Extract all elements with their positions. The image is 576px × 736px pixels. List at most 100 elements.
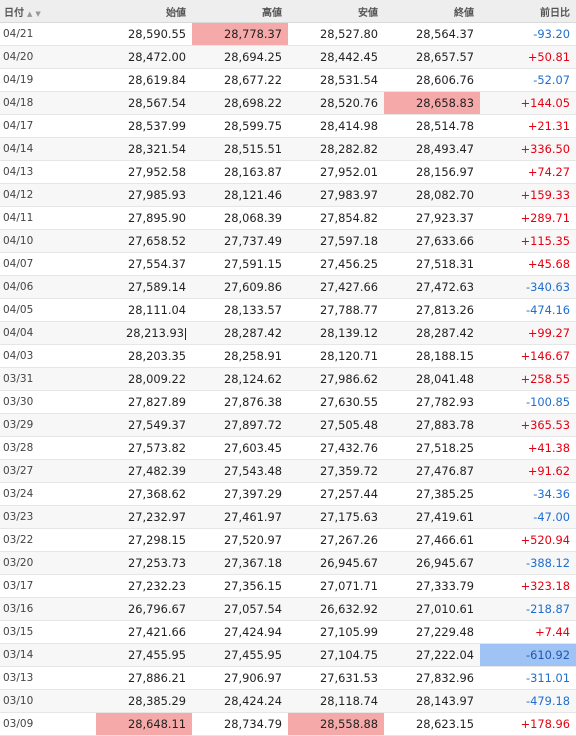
cell-open: 27,952.58 bbox=[96, 160, 192, 184]
table-row: 04/14 28,321.54 28,515.51 28,282.82 28,493.4… bbox=[0, 137, 576, 161]
table-row: 03/09 28,648.11 28,734.79 28,558.88 28,623.1… bbox=[0, 712, 576, 736]
cell-date: 03/20 bbox=[0, 551, 96, 575]
cell-low: 27,257.44 bbox=[288, 482, 384, 506]
sort-down-icon[interactable]: ▼ bbox=[35, 9, 41, 18]
table-row: 04/19 28,619.84 28,677.22 28,531.54 28,606.7… bbox=[0, 68, 576, 92]
cell-date: 04/11 bbox=[0, 206, 96, 230]
cell-date: 04/13 bbox=[0, 160, 96, 184]
cell-date: 03/17 bbox=[0, 574, 96, 598]
cell-close: 27,923.37 bbox=[384, 206, 480, 230]
cell-change: +365.53 bbox=[480, 413, 576, 437]
cell-high: 28,515.51 bbox=[192, 137, 288, 161]
cell-close: 27,782.93 bbox=[384, 390, 480, 414]
table-row: 04/03 28,203.35 28,258.91 28,120.71 28,188.1… bbox=[0, 344, 576, 368]
cell-low: 28,118.74 bbox=[288, 689, 384, 713]
cell-low: 28,531.54 bbox=[288, 68, 384, 92]
cell-change: +520.94 bbox=[480, 528, 576, 552]
cell-low: 27,104.75 bbox=[288, 643, 384, 667]
cell-close: 28,623.15 bbox=[384, 712, 480, 736]
cell-date: 04/05 bbox=[0, 298, 96, 322]
table-row: 03/15 27,421.66 27,424.94 27,105.99 27,229.4… bbox=[0, 620, 576, 644]
cell-high: 27,356.15 bbox=[192, 574, 288, 598]
cell-low: 27,105.99 bbox=[288, 620, 384, 644]
table-row: 04/21 28,590.55 28,778.37 28,527.80 28,564.3… bbox=[0, 22, 576, 46]
cell-change: -93.20 bbox=[480, 22, 576, 46]
cell-high: 27,906.97 bbox=[192, 666, 288, 690]
column-header-change[interactable]: 前日比 bbox=[480, 0, 576, 23]
column-header-date[interactable]: 日付 ▲ ▼ bbox=[0, 0, 96, 23]
cell-date: 04/06 bbox=[0, 275, 96, 299]
cell-date: 04/12 bbox=[0, 183, 96, 207]
table-row: 03/22 27,298.15 27,520.97 27,267.26 27,466.6… bbox=[0, 528, 576, 552]
cell-change: +91.62 bbox=[480, 459, 576, 483]
cell-date: 04/03 bbox=[0, 344, 96, 368]
cell-open: 27,554.37 bbox=[96, 252, 192, 276]
cell-date: 03/10 bbox=[0, 689, 96, 713]
cell-high: 28,163.87 bbox=[192, 160, 288, 184]
cell-open: 27,232.23 bbox=[96, 574, 192, 598]
cell-change: +45.68 bbox=[480, 252, 576, 276]
cell-change: -100.85 bbox=[480, 390, 576, 414]
cell-open: 28,619.84 bbox=[96, 68, 192, 92]
cell-high: 27,591.15 bbox=[192, 252, 288, 276]
cell-open: 28,009.22 bbox=[96, 367, 192, 391]
cell-date: 03/15 bbox=[0, 620, 96, 644]
column-header-high[interactable]: 高値 bbox=[192, 0, 288, 23]
cell-change: -52.07 bbox=[480, 68, 576, 92]
cell-close: 27,813.26 bbox=[384, 298, 480, 322]
cell-change: +21.31 bbox=[480, 114, 576, 138]
cell-high: 27,520.97 bbox=[192, 528, 288, 552]
table-row: 04/06 27,589.14 27,609.86 27,427.66 27,472.6… bbox=[0, 275, 576, 299]
cell-open: 27,895.90 bbox=[96, 206, 192, 230]
cell-change: +178.96 bbox=[480, 712, 576, 736]
cell-high: 27,424.94 bbox=[192, 620, 288, 644]
cell-low: 27,071.71 bbox=[288, 574, 384, 598]
column-header-low[interactable]: 安値 bbox=[288, 0, 384, 23]
cell-close: 27,010.61 bbox=[384, 597, 480, 621]
table-row: 03/30 27,827.89 27,876.38 27,630.55 27,782.9… bbox=[0, 390, 576, 414]
cell-close: 28,514.78 bbox=[384, 114, 480, 138]
cell-low: 28,442.45 bbox=[288, 45, 384, 69]
cell-close: 27,385.25 bbox=[384, 482, 480, 506]
table-row: 03/17 27,232.23 27,356.15 27,071.71 27,333.7… bbox=[0, 574, 576, 598]
cell-change: +7.44 bbox=[480, 620, 576, 644]
cell-date: 04/20 bbox=[0, 45, 96, 69]
cell-high: 27,876.38 bbox=[192, 390, 288, 414]
table-row: 04/17 28,537.99 28,599.75 28,414.98 28,514.7… bbox=[0, 114, 576, 138]
cell-open: 27,253.73 bbox=[96, 551, 192, 575]
cell-change: +99.27 bbox=[480, 321, 576, 345]
cell-high: 27,397.29 bbox=[192, 482, 288, 506]
cell-high: 27,609.86 bbox=[192, 275, 288, 299]
cell-date: 04/21 bbox=[0, 22, 96, 46]
cell-low: 27,505.48 bbox=[288, 413, 384, 437]
cell-change: +146.67 bbox=[480, 344, 576, 368]
cell-open: 27,549.37 bbox=[96, 413, 192, 437]
column-header-open[interactable]: 始値 bbox=[96, 0, 192, 23]
cell-change: +336.50 bbox=[480, 137, 576, 161]
cell-low: 27,630.55 bbox=[288, 390, 384, 414]
table-row: 03/28 27,573.82 27,603.45 27,432.76 27,518.2… bbox=[0, 436, 576, 460]
cell-low: 27,427.66 bbox=[288, 275, 384, 299]
cell-close: 27,466.61 bbox=[384, 528, 480, 552]
table-row: 03/29 27,549.37 27,897.72 27,505.48 27,883.7… bbox=[0, 413, 576, 437]
table-row: 03/24 27,368.62 27,397.29 27,257.44 27,385.2… bbox=[0, 482, 576, 506]
table-row: 03/14 27,455.95 27,455.95 27,104.75 27,222.0… bbox=[0, 643, 576, 667]
cell-close: 27,472.63 bbox=[384, 275, 480, 299]
cell-date: 04/07 bbox=[0, 252, 96, 276]
cell-change: -610.92 bbox=[480, 643, 576, 667]
cell-open: 27,232.97 bbox=[96, 505, 192, 529]
cell-high: 27,897.72 bbox=[192, 413, 288, 437]
cell-date: 03/27 bbox=[0, 459, 96, 483]
cell-close: 27,229.48 bbox=[384, 620, 480, 644]
cell-high: 28,698.22 bbox=[192, 91, 288, 115]
cell-high: 28,677.22 bbox=[192, 68, 288, 92]
cell-date: 04/18 bbox=[0, 91, 96, 115]
column-header-close[interactable]: 終値 bbox=[384, 0, 480, 23]
cell-low: 27,359.72 bbox=[288, 459, 384, 483]
cell-high: 28,599.75 bbox=[192, 114, 288, 138]
cell-date: 04/10 bbox=[0, 229, 96, 253]
cell-high: 28,124.62 bbox=[192, 367, 288, 391]
table-row: 04/10 27,658.52 27,737.49 27,597.18 27,633.6… bbox=[0, 229, 576, 253]
cell-open: 27,985.93 bbox=[96, 183, 192, 207]
sort-up-icon[interactable]: ▲ bbox=[27, 9, 33, 18]
